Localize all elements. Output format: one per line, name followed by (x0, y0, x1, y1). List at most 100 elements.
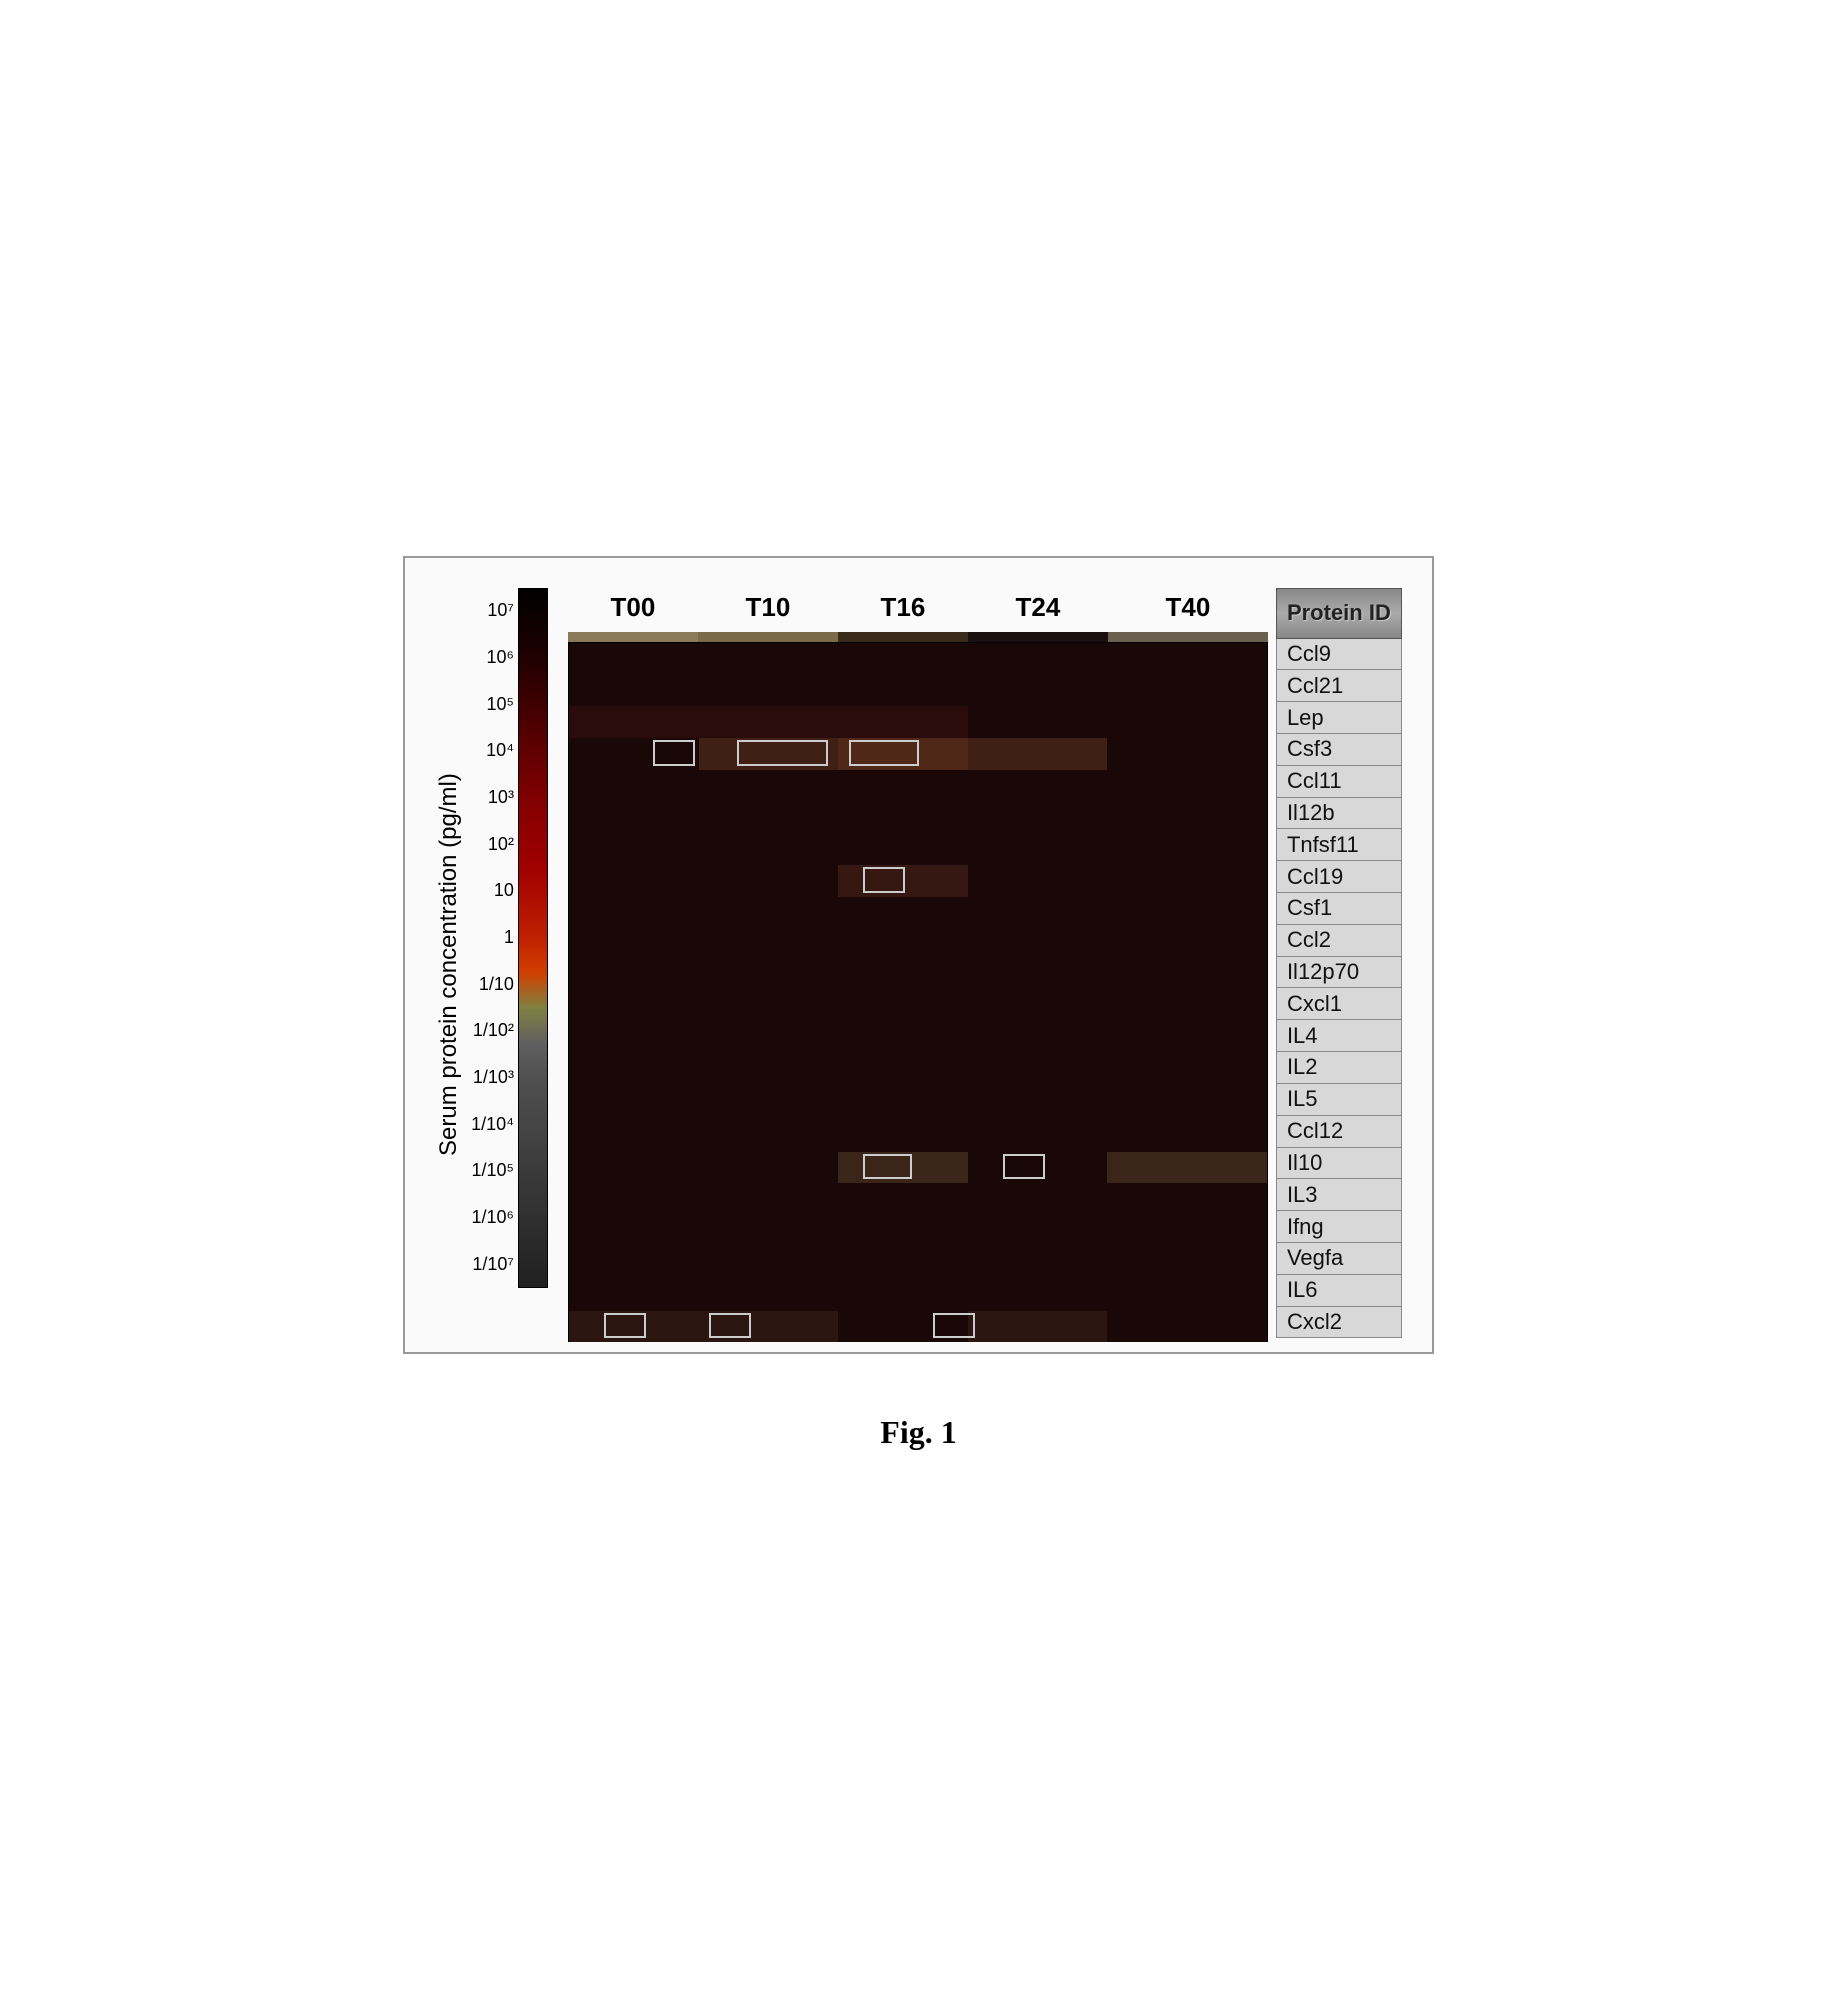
heatmap-cell (569, 1247, 699, 1279)
colorbar (518, 588, 548, 1288)
colorbar-tick: 1 (471, 914, 514, 961)
table-row: IL6 (1276, 1274, 1401, 1306)
table-row: Csf3 (1276, 733, 1401, 765)
table-row: Ccl9 (1276, 638, 1401, 670)
heatmap-row (569, 674, 1267, 706)
heatmap-cell (838, 1183, 968, 1215)
protein-id-cell: Ccl2 (1276, 924, 1401, 956)
heatmap-cell (968, 1247, 1108, 1279)
heatmap-cell (699, 1024, 839, 1056)
table-row: Ccl19 (1276, 861, 1401, 893)
protein-id-cell: Vegfa (1276, 1242, 1401, 1274)
heatmap-cell (968, 865, 1108, 897)
heatmap-cell (569, 1183, 699, 1215)
heatmap-cell (569, 1215, 699, 1247)
heatmap-cell (1107, 1024, 1267, 1056)
heatmap-row (569, 833, 1267, 865)
heatmap-highlight (933, 1313, 975, 1339)
protein-id-cell: Cxcl2 (1276, 1306, 1401, 1338)
heatmap-cell (1107, 643, 1267, 675)
heatmap-cell (968, 1183, 1108, 1215)
heatmap-row (569, 929, 1267, 961)
column-headers: T00T10T16T24T40 (568, 588, 1268, 628)
heatmap-cell (1107, 674, 1267, 706)
heatmap-cell (968, 961, 1108, 993)
protein-id-cell: Csf1 (1276, 893, 1401, 925)
table-row: Ifng (1276, 1211, 1401, 1243)
table-row: Il12p70 (1276, 956, 1401, 988)
heatmap-row (569, 706, 1267, 738)
heatmap-row (569, 865, 1267, 897)
table-row: Ccl12 (1276, 1115, 1401, 1147)
protein-id-cell: IL2 (1276, 1052, 1401, 1084)
heatmap-cell (569, 1152, 699, 1184)
heatmap-row (569, 897, 1267, 929)
protein-table-header: Protein ID (1276, 588, 1401, 638)
table-row: Tnfsf11 (1276, 829, 1401, 861)
protein-id-cell: Ccl11 (1276, 765, 1401, 797)
protein-id-table: Protein ID Ccl9Ccl21LepCsf3Ccl11Il12bTnf… (1276, 588, 1402, 1339)
heatmap-cell (968, 738, 1108, 770)
heatmap-cell (1107, 1311, 1267, 1343)
heatmap-cell (1107, 1152, 1267, 1184)
heatmap-cell (569, 833, 699, 865)
heatmap (568, 642, 1268, 1342)
heatmap-cell (1107, 929, 1267, 961)
table-row: Csf1 (1276, 893, 1401, 925)
heatmap-cell (1107, 961, 1267, 993)
heatmap-cell (569, 961, 699, 993)
column-header: T10 (698, 588, 838, 628)
heatmap-cell (968, 992, 1108, 1024)
heatmap-row (569, 992, 1267, 1024)
heatmap-cell (838, 1120, 968, 1152)
heatmap-cell (1107, 833, 1267, 865)
heatmap-cell (968, 897, 1108, 929)
heatmap-cell (838, 961, 968, 993)
table-row: Ccl2 (1276, 924, 1401, 956)
protein-id-cell: Ifng (1276, 1211, 1401, 1243)
heatmap-cell (1107, 897, 1267, 929)
heatmap-cell (569, 897, 699, 929)
heatmap-cell (968, 1279, 1108, 1311)
heatmap-cell (968, 1088, 1108, 1120)
heatmap-cell (699, 643, 839, 675)
heatmap-cell (838, 1088, 968, 1120)
colorbar-tick: 10⁶ (471, 634, 514, 681)
heatmap-cell (569, 706, 699, 738)
heatmap-highlight (1003, 1154, 1045, 1180)
topbar-segment (1108, 632, 1268, 642)
column-header: T40 (1108, 588, 1268, 628)
protein-id-cell: IL3 (1276, 1179, 1401, 1211)
heatmap-cell (569, 992, 699, 1024)
colorbar-tick: 10² (471, 821, 514, 868)
heatmap-cell (968, 706, 1108, 738)
colorbar-section: 10⁷10⁶10⁵10⁴10³10²1011/101/10²1/10³1/10⁴… (471, 588, 568, 1288)
heatmap-row (569, 1056, 1267, 1088)
colorbar-tick: 1/10³ (471, 1054, 514, 1101)
heatmap-cell (569, 1120, 699, 1152)
heatmap-cell (699, 1247, 839, 1279)
heatmap-cell (699, 865, 839, 897)
heatmap-row (569, 1088, 1267, 1120)
y-axis-label: Serum protein concentration (pg/ml) (435, 615, 463, 1315)
heatmap-cell (968, 1120, 1108, 1152)
heatmap-row (569, 1247, 1267, 1279)
heatmap-cell (1107, 706, 1267, 738)
protein-id-cell: Ccl12 (1276, 1115, 1401, 1147)
heatmap-row (569, 1152, 1267, 1184)
heatmap-cell (699, 1183, 839, 1215)
heatmap-cell (569, 1056, 699, 1088)
colorbar-tick: 10³ (471, 774, 514, 821)
table-row: Cxcl2 (1276, 1306, 1401, 1338)
heatmap-cell (1107, 1183, 1267, 1215)
protein-id-cell: Ccl19 (1276, 861, 1401, 893)
heatmap-cell (699, 706, 839, 738)
heatmap-cell (1107, 802, 1267, 834)
heatmap-cell (569, 1088, 699, 1120)
heatmap-cell (838, 929, 968, 961)
colorbar-tick: 1/10⁴ (471, 1101, 514, 1148)
heatmap-cell (699, 961, 839, 993)
heatmap-cell (1107, 992, 1267, 1024)
table-row: IL5 (1276, 1083, 1401, 1115)
heatmap-cell (1107, 865, 1267, 897)
